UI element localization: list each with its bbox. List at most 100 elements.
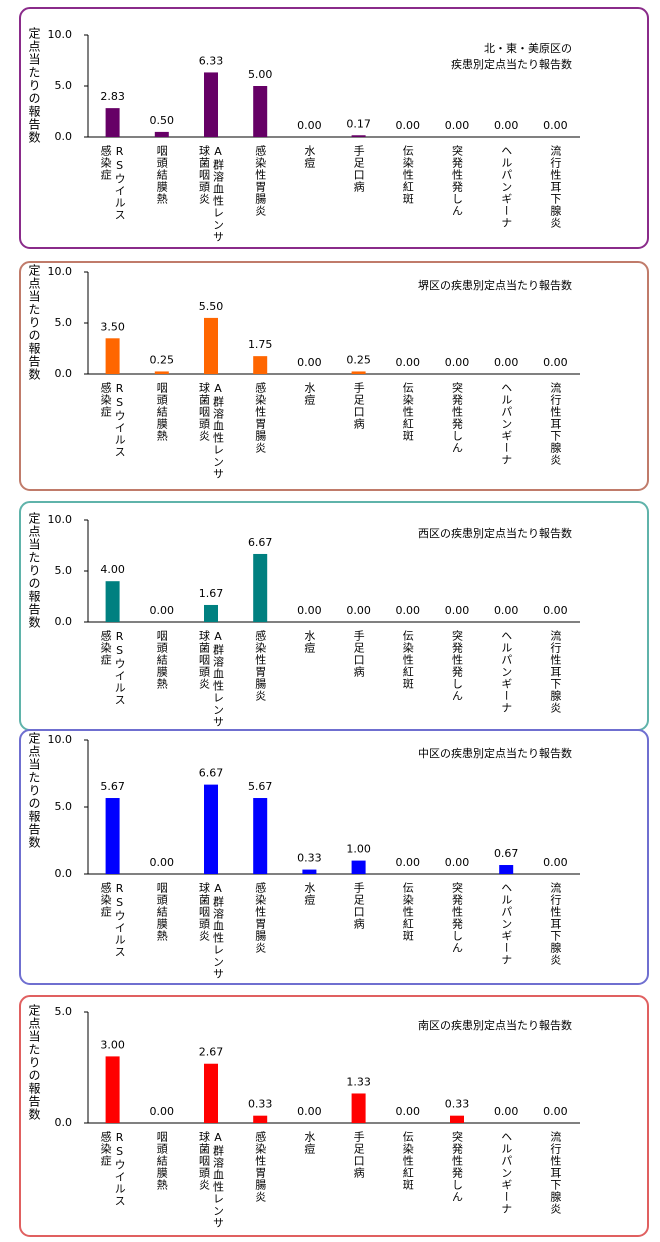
value-label: 0.00 [396,1105,421,1118]
value-label: 0.00 [297,604,322,617]
x-tick-label: 咽頭結膜熱 [155,630,168,690]
x-tick-label: 球菌咽頭炎 [198,381,211,442]
x-tick-label: 水痘 [303,145,316,169]
x-tick-label: 伝染性紅斑 [401,1131,414,1191]
bar [204,1063,218,1123]
value-label: 0.00 [494,1105,519,1118]
value-label: 0.00 [297,356,322,369]
x-tick-label: RSウイルス [113,630,126,706]
bar [253,553,268,622]
x-tick-label: RSウイルス [113,145,126,221]
bar [204,784,218,874]
bar [105,1056,120,1123]
x-tick-label: RSウイルス [113,382,126,458]
chart-panel: 定点当たりの報告数 堺区の疾患別定点当たり報告数 0.0 5.0 10.0 3.50 RSウ… [19,261,649,491]
y-axis-label: 定点当たりの報告数 [27,731,41,849]
y-axis-label: 定点当たりの報告数 [27,1003,41,1121]
bar [105,581,120,622]
value-label: 0.00 [494,356,519,369]
bar [105,798,120,874]
value-label: 0.00 [150,604,175,617]
value-label: 0.00 [346,604,371,617]
x-tick-label: 流行性耳下腺炎 [549,629,562,714]
value-label: 0.00 [297,1105,322,1118]
value-label: 1.75 [248,338,273,351]
x-tick-label: 咽頭結膜熱 [155,145,168,205]
x-tick-label: 球菌咽頭炎 [198,144,211,205]
value-label: 2.83 [100,90,125,103]
x-tick-label: ヘルパンギーナ [500,382,513,466]
value-label: 1.00 [346,843,371,856]
x-tick-label: A群溶血性レンサ [212,1131,225,1229]
x-tick-label: 感染性胃腸炎 [254,882,267,954]
x-tick-label: 伝染性紅斑 [401,145,414,205]
value-label: 6.33 [199,54,224,67]
y-tick-label: 10.0 [48,733,73,746]
bar [154,371,169,374]
y-axis-label: 定点当たりの報告数 [27,263,41,381]
value-label: 0.00 [150,1105,175,1118]
x-tick-label: 感染症 [99,1131,112,1167]
value-label: 4.00 [100,563,125,576]
x-tick-label: ヘルパンギーナ [500,145,513,229]
value-label: 0.50 [150,114,175,127]
y-axis-label: 定点当たりの報告数 [27,26,41,144]
panel-border [19,7,649,249]
x-tick-label: A群溶血性レンサ [212,145,225,243]
bar [351,1093,366,1123]
y-tick-label: 5.0 [55,1005,73,1018]
bar [302,869,317,874]
value-label: 0.00 [445,604,470,617]
bar [450,1115,464,1123]
bar [351,371,366,374]
value-label: 0.00 [396,356,421,369]
x-tick-label: 感染性胃腸炎 [254,1131,267,1203]
x-tick-label: 伝染性紅斑 [401,382,414,442]
bar [253,1115,268,1123]
x-tick-label: RSウイルス [113,1131,126,1207]
x-tick-label: 水痘 [303,882,316,906]
value-label: 3.50 [100,320,125,333]
bar [351,860,366,874]
value-label: 5.67 [100,780,125,793]
x-tick-label: 感染性胃腸炎 [254,382,267,454]
bar [154,131,169,137]
x-tick-label: 手足口病 [352,1130,365,1179]
y-tick-label: 0.0 [55,867,73,880]
x-tick-label: 感染性胃腸炎 [254,630,267,702]
x-tick-label: 球菌咽頭炎 [198,629,211,690]
x-tick-label: A群溶血性レンサ [212,882,225,980]
x-tick-label: 手足口病 [352,381,365,430]
panel-border [19,261,649,491]
x-tick-label: 突発性発しん [451,1130,464,1203]
y-tick-label: 5.0 [55,79,73,92]
bar [253,86,268,137]
value-label: 1.33 [346,1075,371,1088]
value-label: 0.25 [150,353,175,366]
x-tick-label: 感染性胃腸炎 [254,145,267,217]
value-label: 0.00 [445,356,470,369]
x-tick-label: RSウイルス [113,882,126,958]
value-label: 0.00 [297,119,322,132]
chart-panel: 定点当たりの報告数 南区の疾患別定点当たり報告数0.05.03.00RSウイルス感… [19,995,649,1237]
x-tick-label: 突発性発しん [451,381,464,454]
value-label: 0.00 [494,119,519,132]
value-label: 0.00 [543,1105,568,1118]
y-tick-label: 10.0 [48,28,73,41]
bar [253,356,268,374]
y-tick-label: 0.0 [55,615,73,628]
chart-title: 疾患別定点当たり報告数 [451,57,572,71]
x-tick-label: 伝染性紅斑 [401,630,414,690]
chart-title: 西区の疾患別定点当たり報告数 [418,526,572,540]
y-tick-label: 0.0 [55,130,73,143]
bar [499,865,514,874]
x-tick-label: 球菌咽頭炎 [198,881,211,942]
x-tick-label: 感染症 [99,382,112,418]
x-tick-label: ヘルパンギーナ [500,630,513,714]
value-label: 0.67 [494,847,519,860]
x-tick-label: 流行性耳下腺炎 [549,881,562,966]
value-label: 0.00 [150,856,175,869]
value-label: 5.67 [248,780,273,793]
x-tick-label: 感染症 [99,630,112,666]
bar [204,72,218,137]
